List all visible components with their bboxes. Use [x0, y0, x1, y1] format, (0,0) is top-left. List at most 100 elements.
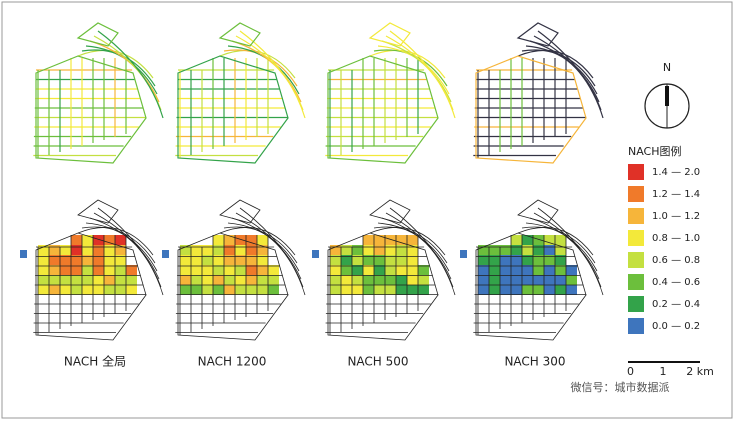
street	[177, 232, 289, 341]
street	[475, 55, 587, 164]
block	[407, 285, 418, 295]
block	[235, 285, 246, 295]
scale-label: 2 km	[686, 365, 714, 378]
block	[60, 255, 71, 265]
block	[224, 245, 235, 255]
block	[246, 285, 257, 295]
block	[544, 245, 555, 255]
legend-label: 1.0 — 1.2	[652, 211, 700, 222]
block	[213, 245, 224, 255]
block	[71, 255, 82, 265]
block	[478, 245, 489, 255]
block	[533, 255, 544, 265]
legend-label: 0.8 — 1.0	[652, 233, 700, 244]
block	[418, 275, 429, 285]
block	[522, 245, 533, 255]
north-arrow: N	[644, 61, 690, 129]
panel-label: NACH 500	[347, 355, 408, 369]
legend-swatch	[628, 208, 644, 224]
block	[49, 285, 60, 295]
block	[268, 275, 279, 285]
block	[363, 255, 374, 265]
block	[511, 245, 522, 255]
scale-label: 1	[660, 365, 667, 378]
street	[533, 212, 602, 288]
block	[180, 275, 191, 285]
block	[533, 285, 544, 295]
street	[235, 212, 304, 288]
legend-swatch	[628, 296, 644, 312]
block	[60, 265, 71, 275]
block	[224, 275, 235, 285]
street	[516, 22, 559, 47]
block	[544, 265, 555, 275]
block	[60, 285, 71, 295]
block	[407, 265, 418, 275]
block	[49, 275, 60, 285]
block	[555, 275, 566, 285]
block	[363, 265, 374, 275]
block	[555, 255, 566, 265]
block	[522, 285, 533, 295]
block	[20, 250, 27, 258]
block	[49, 245, 60, 255]
compass-needle	[665, 86, 669, 106]
street	[369, 199, 411, 224]
panel-label: NACH 全局	[64, 354, 126, 369]
street	[389, 30, 456, 119]
block	[126, 265, 137, 275]
block	[341, 245, 352, 255]
block	[385, 285, 396, 295]
block	[566, 275, 577, 285]
block	[202, 285, 213, 295]
block	[500, 265, 511, 275]
block	[180, 255, 191, 265]
block	[71, 275, 82, 285]
block	[407, 255, 418, 265]
north-label: N	[663, 61, 671, 74]
block	[246, 235, 257, 245]
panel-label: NACH 300	[504, 355, 565, 369]
block	[60, 275, 71, 285]
legend-label: 0.0 — 0.2	[652, 321, 700, 332]
block	[341, 275, 352, 285]
block	[396, 255, 407, 265]
block	[115, 275, 126, 285]
legend-swatch	[628, 230, 644, 246]
block	[330, 245, 341, 255]
block	[82, 275, 93, 285]
legend-label: 0.6 — 0.8	[652, 255, 700, 266]
street	[93, 212, 162, 288]
legend-swatch	[628, 186, 644, 202]
block	[489, 255, 500, 265]
street	[97, 30, 164, 119]
block	[330, 285, 341, 295]
street	[35, 232, 147, 341]
block	[82, 255, 93, 265]
block	[115, 255, 126, 265]
block	[60, 245, 71, 255]
block	[489, 285, 500, 295]
block	[82, 245, 93, 255]
block	[330, 255, 341, 265]
block	[407, 275, 418, 285]
block	[363, 275, 374, 285]
block	[71, 265, 82, 275]
street	[475, 232, 587, 341]
street	[77, 199, 119, 224]
block	[246, 275, 257, 285]
block	[374, 275, 385, 285]
street	[239, 207, 306, 296]
block	[352, 265, 363, 275]
block	[268, 265, 279, 275]
street	[97, 207, 164, 296]
block	[544, 275, 555, 285]
block	[312, 250, 319, 258]
block	[385, 255, 396, 265]
block	[235, 235, 246, 245]
legend-title: NACH图例	[628, 144, 682, 158]
street-map	[325, 22, 456, 164]
block	[162, 250, 169, 258]
block	[202, 265, 213, 275]
street-map	[460, 199, 604, 341]
